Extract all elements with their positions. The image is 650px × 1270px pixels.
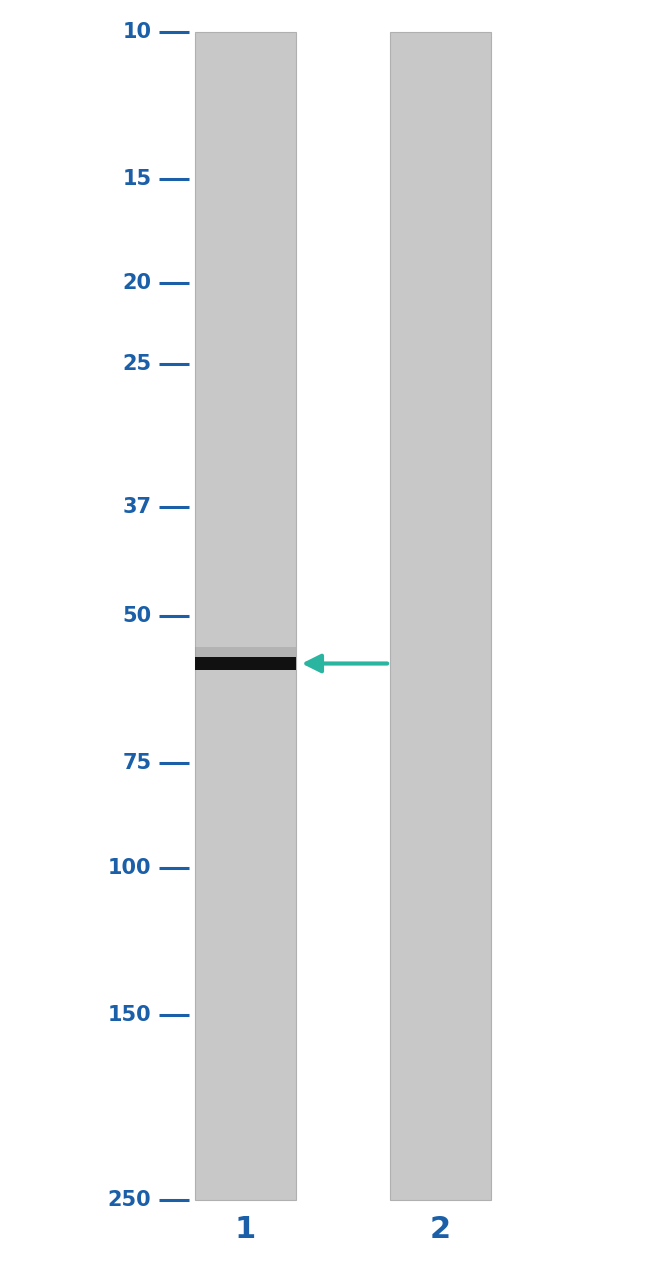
Text: 15: 15 (122, 169, 151, 189)
Text: 50: 50 (122, 606, 151, 626)
Text: 25: 25 (122, 354, 151, 375)
Bar (195, 646, 296, 657)
Text: 2: 2 (430, 1215, 451, 1243)
Text: 100: 100 (108, 857, 151, 878)
Bar (195, 657, 296, 669)
Text: 150: 150 (108, 1005, 151, 1025)
Text: 75: 75 (122, 753, 151, 773)
Text: 20: 20 (122, 273, 151, 293)
Text: 250: 250 (108, 1190, 151, 1210)
Text: 1: 1 (235, 1215, 256, 1243)
Text: 10: 10 (122, 22, 151, 42)
Text: 37: 37 (122, 497, 151, 517)
